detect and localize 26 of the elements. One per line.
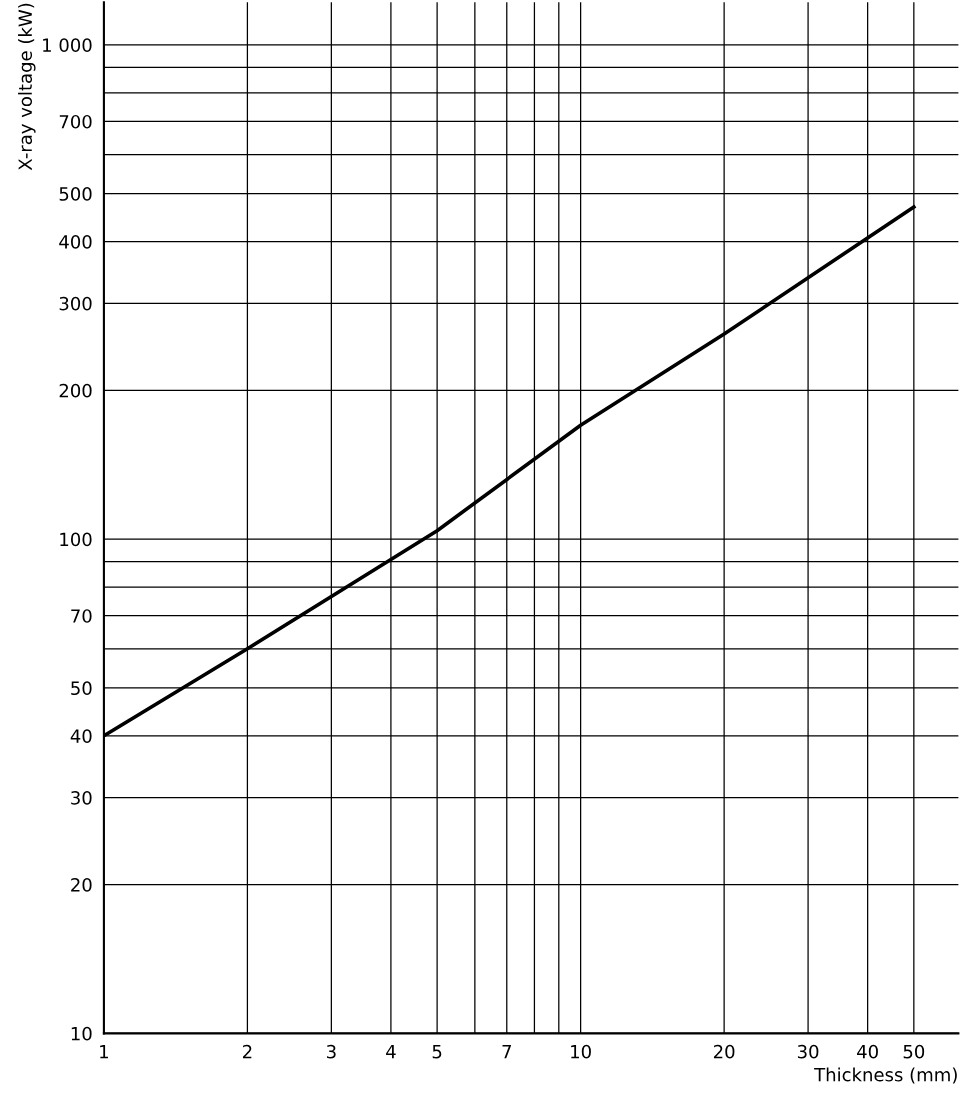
- x-tick-label: 1: [100, 1045, 108, 1059]
- y-tick-label: 30: [71, 791, 92, 805]
- x-axis-title: Thickness (mm): [814, 1067, 957, 1084]
- y-tick-label: 1 000: [43, 38, 92, 52]
- y-tick-label: 500: [59, 187, 92, 201]
- y-tick-label: 400: [59, 235, 92, 249]
- x-tick-label: 50: [903, 1044, 925, 1059]
- y-axis-title: X-ray voltage (kW): [18, 3, 36, 171]
- y-tick-label: 70: [71, 609, 92, 623]
- y-tick-label: 10: [71, 1026, 92, 1041]
- x-tick-label: 40: [857, 1044, 878, 1059]
- y-tick-label: 700: [59, 114, 92, 129]
- x-tick-label: 7: [502, 1045, 511, 1059]
- y-tick-label: 200: [59, 383, 92, 398]
- x-tick-label: 30: [797, 1044, 819, 1059]
- x-tick-label: 3: [326, 1044, 336, 1059]
- y-tick-label: 40: [70, 729, 92, 743]
- x-tick-label: 20: [713, 1044, 735, 1059]
- x-tick-label: 4: [386, 1045, 396, 1059]
- y-tick-label: 100: [60, 532, 92, 547]
- y-tick-label: 50: [71, 681, 92, 696]
- y-tick-label: 300: [59, 296, 92, 311]
- x-tick-label: 10: [571, 1044, 591, 1059]
- y-tick-label: 20: [71, 878, 92, 892]
- x-tick-label: 5: [432, 1045, 442, 1059]
- x-tick-label: 2: [242, 1044, 252, 1059]
